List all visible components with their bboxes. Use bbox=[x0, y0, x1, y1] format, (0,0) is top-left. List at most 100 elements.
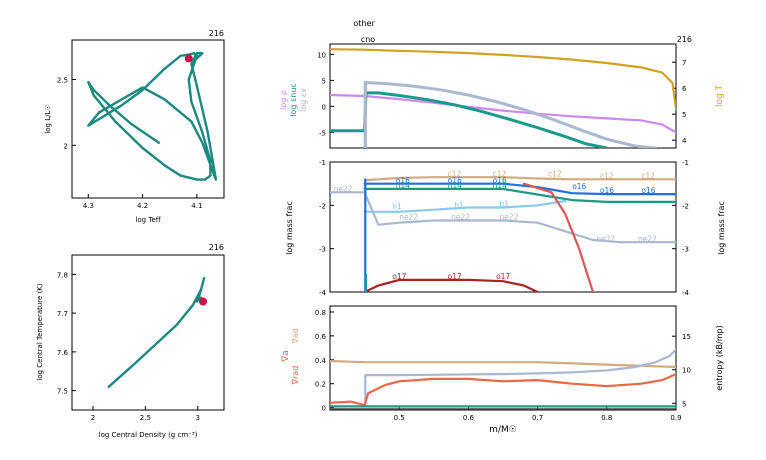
abundance-line-label-o16: o16 bbox=[493, 176, 507, 185]
structure-frame bbox=[329, 43, 677, 149]
abundance-line-label-o17: o17 bbox=[392, 272, 406, 281]
abundance-ylabel-right: log mass frac bbox=[717, 201, 726, 255]
abundance-ytick-label: -3 bbox=[319, 246, 326, 254]
structure-title: 216 bbox=[677, 35, 692, 44]
hr-title: 216 bbox=[209, 29, 224, 38]
structure-ylabel-right: log T bbox=[715, 84, 725, 107]
gradient-ylabel-ad: ∇ad bbox=[291, 328, 300, 344]
center-frame bbox=[71, 254, 225, 411]
gradients-xtick-label: 0.8 bbox=[601, 414, 612, 422]
abundance-line-label-c12: c12 bbox=[641, 171, 655, 180]
gradient-xlabel: m/M☉ bbox=[489, 425, 517, 435]
gradients-series--rad bbox=[330, 373, 676, 407]
gradients-series--ad bbox=[330, 359, 676, 369]
abundance-line-label-ne22: ne22 bbox=[500, 213, 519, 222]
abundance-series-h1tail bbox=[522, 182, 595, 292]
hr-ytick-label: 2.5 bbox=[57, 77, 68, 85]
abundance-ytick-label: -4 bbox=[319, 289, 327, 297]
gradients-xtick-label: 0.9 bbox=[670, 414, 681, 422]
gradients-xtick-label: 0.6 bbox=[463, 414, 475, 422]
abundance-ytick-label-right: -3 bbox=[682, 246, 689, 254]
center-ytick-label: 7.7 bbox=[57, 310, 68, 318]
abundance-line-label-n14: n14 bbox=[493, 181, 508, 190]
structure-ylabel-enuc: log εnuc bbox=[289, 83, 298, 117]
gradient-ylabel-rad: ∇rad bbox=[291, 366, 300, 386]
gradients-ytick-label-right: 5 bbox=[682, 400, 686, 408]
structure-ytick-label: -5 bbox=[319, 129, 326, 137]
abundance-series-ne22 bbox=[330, 191, 676, 244]
structure-top-label-cno: cno bbox=[361, 35, 375, 44]
abundance-ytick-label-right: -4 bbox=[682, 289, 690, 297]
gradients-ytick-label: 0.2 bbox=[315, 381, 326, 389]
gradient-panel: 0.5 0.6 0.7 0.8 0.9 0 0.2 0.4 0.6 0.8 5 10 15 ∇rad ∇… bbox=[281, 305, 724, 435]
abundance-line-label-o16: o16 bbox=[641, 186, 655, 195]
abundance-line-label-ne22: ne22 bbox=[451, 213, 470, 222]
hr-xtick-label: 4.3 bbox=[83, 202, 94, 210]
center-current-point-marker bbox=[199, 297, 208, 306]
structure-top-label-other: other bbox=[353, 19, 375, 28]
hr-series-0 bbox=[87, 52, 218, 181]
gradient-frame bbox=[329, 305, 677, 411]
gradient-ylabel-right: entropy (kB/mp) bbox=[715, 325, 724, 390]
abundance-series-h1 bbox=[363, 199, 567, 213]
hr-current-point-marker bbox=[184, 54, 193, 63]
abundance-ytick-label: -2 bbox=[319, 202, 326, 210]
abundance-line-label-c12: c12 bbox=[548, 169, 562, 178]
gradients-xtick-label: 0.7 bbox=[532, 414, 543, 422]
gradients-xtick-label: 0.5 bbox=[394, 414, 405, 422]
structure-series-log- bbox=[330, 93, 676, 134]
hr-panel: 216 4.3 4.2 4.1 2 2.5 log Teff log L/L☉ bbox=[44, 29, 225, 224]
center-ylabel: log Central Temperature (K) bbox=[36, 283, 44, 380]
structure-ylabel-rho: log ρ bbox=[279, 90, 288, 110]
center-ytick-label: 7.6 bbox=[57, 349, 69, 357]
structure-ylabel-ev: log εv bbox=[299, 88, 308, 112]
center-title: 216 bbox=[209, 243, 224, 252]
center-ytick-label: 7.5 bbox=[57, 388, 68, 396]
gradients-ytick-label: 0.8 bbox=[315, 309, 326, 317]
gradients-series-entropy bbox=[364, 348, 676, 405]
abundance-line-label-c12: c12 bbox=[493, 169, 507, 178]
abundance-line-label-n14: n14 bbox=[448, 181, 463, 190]
structure-series-log-t bbox=[330, 48, 676, 111]
abundance-series-o16 bbox=[363, 182, 676, 196]
hr-ytick-label: 2 bbox=[64, 142, 68, 150]
abundance-line-label-c12: c12 bbox=[600, 171, 614, 180]
gradients-ytick-label-right: 15 bbox=[682, 333, 691, 341]
hr-xtick-label: 4.1 bbox=[191, 202, 202, 210]
abundance-series-c12 bbox=[363, 176, 676, 182]
abundance-line-label-h1: h1 bbox=[455, 201, 465, 210]
structure-ytick-label: 0 bbox=[322, 103, 326, 111]
abundance-series-o17 bbox=[363, 278, 539, 292]
center-series-0 bbox=[107, 277, 206, 388]
abundance-line-label-o16: o16 bbox=[448, 176, 462, 185]
hr-ylabel: log L/L☉ bbox=[44, 104, 52, 133]
center-panel: 216 2 2.5 3 7.5 7.6 7.7 7.8 log Central Densit… bbox=[36, 243, 225, 439]
gradients-ytick-label: 0 bbox=[322, 405, 326, 413]
abundance-line-label-ne22: ne22 bbox=[638, 234, 657, 243]
abundance-ytick-label-right: -1 bbox=[682, 159, 689, 167]
structure-ytick-label-right: 6 bbox=[682, 85, 687, 93]
hr-frame bbox=[71, 39, 225, 199]
center-xtick-label: 3 bbox=[196, 414, 200, 422]
abundance-line-label-h1: h1 bbox=[500, 200, 510, 209]
gradients-ytick-label: 0.4 bbox=[315, 357, 327, 365]
abundance-series-n14 bbox=[363, 187, 676, 203]
gradients-ytick-label-right: 10 bbox=[682, 367, 691, 375]
abundance-line-label-o16: o16 bbox=[600, 186, 614, 195]
structure-series-log-v bbox=[363, 81, 657, 148]
structure-series-log-nuc bbox=[330, 91, 609, 148]
abundance-line-label-o17: o17 bbox=[448, 272, 462, 281]
abundance-frame bbox=[329, 161, 677, 293]
hr-xtick-label: 4.2 bbox=[137, 202, 148, 210]
structure-ytick-label: 5 bbox=[322, 77, 326, 85]
abundance-line-label-o16: o16 bbox=[396, 176, 410, 185]
abundance-line-label-h1: h1 bbox=[392, 202, 402, 211]
abundance-line-label-o16: o16 bbox=[572, 182, 586, 191]
abundance-line-label-ne22: ne22 bbox=[596, 234, 615, 243]
abundance-line-label-ne22: ne22 bbox=[333, 184, 352, 193]
center-xlabel: log Central Density (g cm⁻³) bbox=[99, 431, 198, 439]
abundance-ylabel-left: log mass frac bbox=[285, 201, 294, 255]
